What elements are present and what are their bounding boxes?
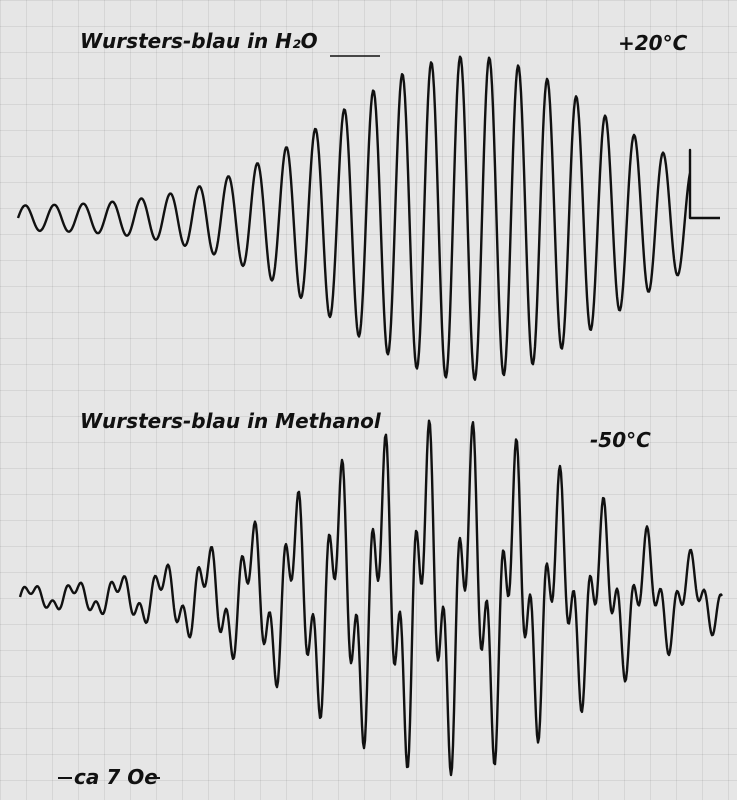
- spectrum-label: Wursters-blau in Methanol: [80, 409, 382, 433]
- temperature-label: +20°C: [618, 31, 688, 55]
- spectrum-trace: [16, 55, 720, 381]
- scale-note: ca 7 Oe: [74, 765, 158, 789]
- spectrum-trace: [18, 419, 723, 777]
- spectrum-label: Wursters-blau in H₂O: [80, 29, 318, 53]
- temperature-label: -50°C: [590, 428, 651, 452]
